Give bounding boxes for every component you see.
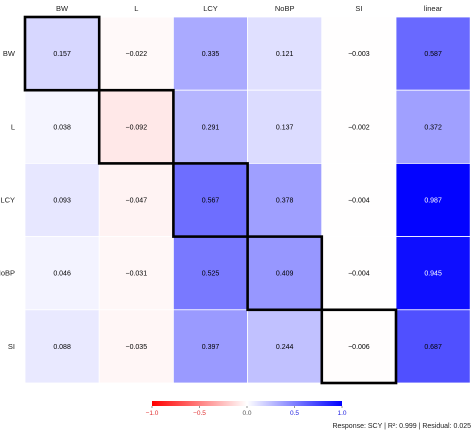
cell-value-label: 0.093: [53, 198, 71, 205]
cell-value-label: 0.372: [424, 124, 442, 131]
cell-value-label: 0.945: [424, 271, 442, 278]
cell-value-label: 0.987: [424, 198, 442, 205]
heatmap-cell-si-nobp: [247, 309, 323, 384]
heatmap-cell-l-linear: [395, 89, 471, 164]
highlight-box-si: [320, 308, 398, 385]
column-label-si: SI: [355, 4, 362, 13]
heatmap-cell-si-l: [98, 309, 174, 384]
row-label-si: SI: [8, 342, 15, 351]
heatmap-cell-si-bw: [24, 309, 100, 384]
heatmap-cell-bw-l: [98, 16, 174, 91]
legend-tick-label: 0.5: [290, 410, 299, 417]
cell-value-label: −0.004: [348, 271, 370, 278]
heatmap-cell-nobp-nobp: [247, 236, 323, 311]
cell-value-label: 0.587: [424, 51, 442, 58]
cell-value-label: 0.409: [276, 271, 294, 278]
heatmap-grid: 0.157 −0.022 0.335 0.121 −0.003 0.587 0.038 −0.…: [24, 16, 471, 384]
row-label-l: L: [11, 122, 15, 131]
cell-value-label: −0.092: [125, 124, 147, 131]
cell-value-label: 0.291: [202, 124, 220, 131]
row-label-nobp: NoBP: [0, 269, 15, 278]
heatmap-cell-lcy-lcy: [172, 162, 248, 237]
cell-value-label: 0.378: [276, 198, 294, 205]
legend-tick-label: 1.0: [337, 410, 346, 417]
column-label-l: L: [134, 4, 138, 13]
model-caption: Response: SCY | R²: 0.999 | Residual: 0.…: [332, 423, 471, 430]
column-labels: BW L LCY NoBP SI linear: [56, 4, 443, 13]
cell-value-label: −0.006: [348, 344, 370, 351]
cell-value-label: 0.137: [276, 124, 294, 131]
row-label-bw: BW: [3, 49, 16, 58]
heatmap-cell-nobp-si: [321, 236, 397, 311]
cell-value-label: −0.031: [125, 271, 147, 278]
heatmap-cell-lcy-nobp: [247, 162, 323, 237]
cell-value-label: −0.003: [348, 51, 370, 58]
heatmap-cell-nobp-linear: [395, 236, 471, 311]
highlight-box-l: [97, 88, 175, 165]
cell-value-label: 0.121: [276, 51, 294, 58]
row-label-lcy: LCY: [0, 196, 15, 205]
cell-value-label: 0.397: [202, 344, 220, 351]
heatmap-cell-bw-linear: [395, 16, 471, 91]
color-legend-bar: [152, 401, 342, 406]
cell-value-label: −0.022: [125, 51, 147, 58]
cell-value-label: −0.002: [348, 124, 370, 131]
highlight-box-nobp: [246, 235, 324, 312]
heatmap-cell-si-lcy: [172, 309, 248, 384]
cell-value-label: 0.046: [53, 271, 71, 278]
row-labels: BW L LCY NoBP SI: [0, 49, 16, 351]
cell-value-label: 0.335: [202, 51, 220, 58]
cell-value-label: −0.047: [125, 198, 147, 205]
heatmap-cell-nobp-lcy: [172, 236, 248, 311]
heatmap-cell-l-lcy: [172, 89, 248, 164]
cell-value-label: −0.035: [125, 344, 147, 351]
cell-value-label: 0.244: [276, 344, 294, 351]
color-legend: −1.0 −0.5 0.0 0.5 1.0: [146, 401, 347, 417]
cell-value-label: 0.088: [53, 344, 71, 351]
legend-tick-label: 0.0: [242, 410, 251, 417]
heatmap-cell-lcy-si: [321, 162, 397, 237]
cell-value-label: 0.157: [53, 51, 71, 58]
column-label-nobp: NoBP: [275, 4, 295, 13]
cell-value-label: 0.567: [202, 198, 220, 205]
legend-tick-label: −0.5: [193, 410, 206, 417]
column-label-linear: linear: [424, 4, 443, 13]
heatmap-cell-nobp-l: [98, 236, 174, 311]
legend-tick-label: −1.0: [146, 410, 159, 417]
diagonal-highlights: [23, 15, 398, 385]
heatmap-cell-l-nobp: [247, 89, 323, 164]
heatmap-cell-bw-bw: [24, 16, 100, 91]
column-label-lcy: LCY: [203, 4, 218, 13]
cell-value-label: 0.525: [202, 271, 220, 278]
highlight-box-lcy: [172, 162, 249, 238]
heatmap-cell-l-si: [321, 89, 397, 164]
heatmap-cell-l-bw: [24, 89, 100, 164]
heatmap-cell-lcy-l: [98, 162, 174, 237]
cell-value-label: 0.038: [53, 124, 71, 131]
highlight-box-bw: [23, 15, 101, 92]
cell-value-label: 0.687: [424, 344, 442, 351]
cell-value-label: −0.004: [348, 198, 370, 205]
column-label-bw: BW: [56, 4, 69, 13]
